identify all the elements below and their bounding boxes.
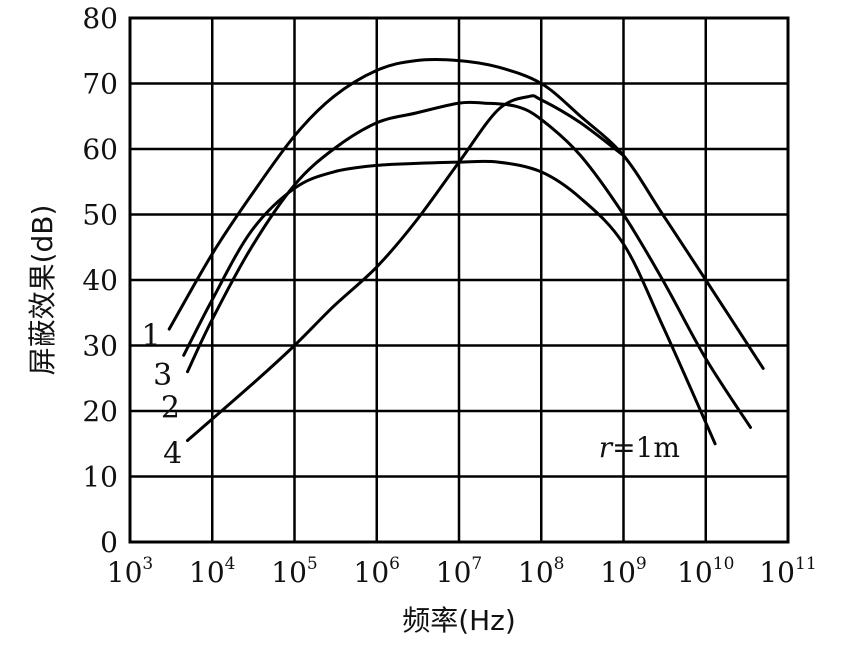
series-line-1 — [167, 58, 765, 370]
series-labels: 1 32 4 — [141, 319, 182, 472]
series-line-4 — [186, 94, 625, 442]
y-tick-label: 10 — [82, 461, 118, 494]
x-tick-labels: 103 104 105 106 107 108 109 1010 1011 — [107, 554, 817, 589]
y-tick-label: 20 — [82, 395, 118, 428]
y-axis-title: 屏蔽效果(dB) — [26, 205, 59, 376]
x-tick-label: 1010 — [677, 554, 734, 589]
series-line-2 — [186, 100, 752, 429]
x-tick-label: 109 — [600, 554, 646, 589]
series-label-2: 2 — [161, 391, 180, 426]
x-tick-label: 104 — [189, 554, 235, 589]
series-label-1: 1 — [141, 319, 160, 354]
x-tick-label: 107 — [436, 554, 482, 589]
y-tick-label: 60 — [82, 133, 118, 166]
plot-frame — [128, 16, 790, 544]
x-tick-label: 105 — [271, 554, 317, 589]
x-tick-label: 103 — [107, 554, 153, 589]
y-tick-label: 30 — [82, 330, 118, 363]
series-curves — [167, 58, 765, 446]
y-tick-label: 70 — [82, 68, 118, 101]
y-tick-label: 40 — [82, 264, 118, 297]
y-tick-labels: 0 10 20 30 40 50 60 70 80 — [82, 2, 118, 559]
series-line-3 — [182, 159, 717, 446]
series-label-4: 4 — [163, 437, 182, 472]
series-label-3: 3 — [153, 358, 172, 393]
y-tick-label: 50 — [82, 199, 118, 232]
y-tick-label: 80 — [82, 2, 118, 35]
x-axis-title: 频率(Hz) — [402, 604, 516, 637]
y-tick-label: 0 — [100, 526, 118, 559]
distance-annotation: r=1m — [599, 431, 680, 464]
x-tick-label: 108 — [518, 554, 564, 589]
grid-lines — [128, 16, 790, 544]
x-tick-label: 106 — [354, 554, 400, 589]
x-tick-label: 1011 — [759, 554, 816, 589]
